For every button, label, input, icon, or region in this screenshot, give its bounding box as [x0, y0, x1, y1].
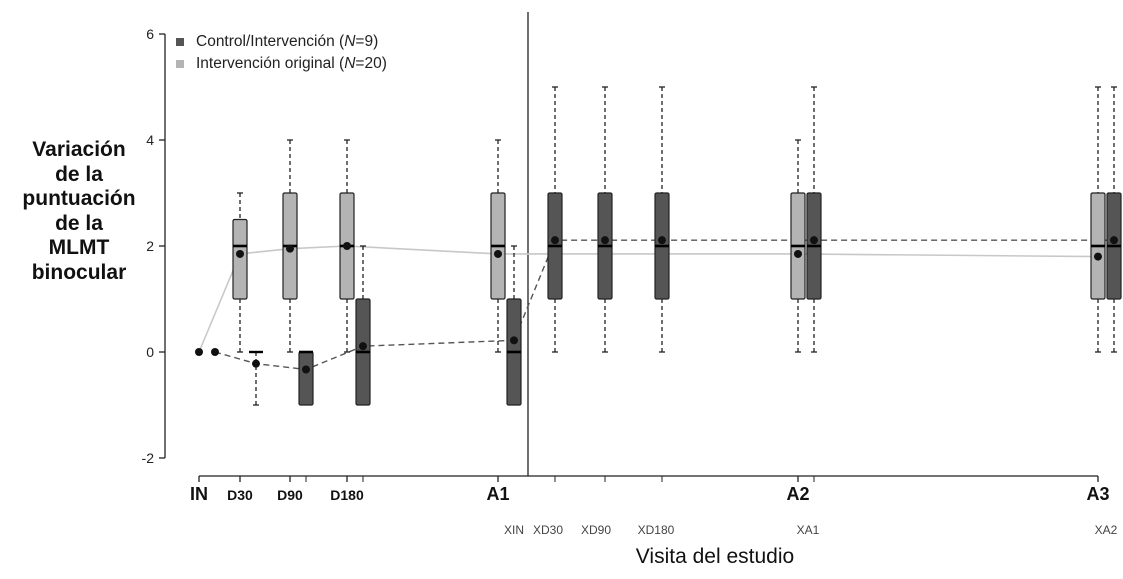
y-axis-label-line: binocular — [31, 260, 127, 284]
legend-swatch-control — [176, 38, 184, 46]
x-tick-label: A1 — [486, 484, 509, 504]
original-box — [232, 218, 248, 300]
control-mean-point — [211, 348, 219, 356]
x-tick-label: IN — [190, 484, 208, 504]
control-mean-point — [551, 236, 559, 245]
original-mean-point — [343, 242, 351, 250]
crossover-tick-label: XIN — [504, 523, 524, 537]
y-tick-label: 4 — [146, 132, 154, 148]
control-mean-point — [810, 236, 818, 245]
y-axis-label-line: Variación — [32, 138, 126, 161]
control-mean-point — [658, 236, 666, 245]
control-mean-point — [252, 359, 260, 368]
original-mean-point — [195, 348, 203, 356]
legend-item-original: Intervención original (N=20) — [176, 53, 387, 75]
x-tick-label: A2 — [786, 484, 809, 504]
control-mean-point — [302, 365, 310, 374]
crossover-tick-label: XA2 — [1095, 523, 1118, 537]
control-mean-point — [510, 336, 518, 345]
y-tick-label: 2 — [146, 238, 154, 254]
legend-item-control: Control/Intervención (N=9) — [176, 31, 387, 53]
original-mean-point — [286, 244, 294, 253]
y-axis-label-line: MLMT — [48, 236, 110, 259]
y-tick-label: 0 — [146, 344, 154, 360]
x-tick-label: A3 — [1086, 484, 1109, 504]
y-axis-label: Variación de la puntuación de la MLMT bi… — [0, 138, 158, 285]
crossover-tick-label: XD30 — [533, 523, 563, 537]
control-box — [298, 351, 314, 406]
original-mean-point — [1094, 252, 1102, 261]
y-axis-label-line: de la — [55, 162, 103, 186]
legend-swatch-original — [176, 60, 184, 68]
original-mean-point — [794, 249, 802, 258]
y-axis-label-line: de la — [55, 211, 103, 235]
crossover-tick-label: XD180 — [638, 523, 675, 537]
control-mean-point — [601, 236, 609, 245]
legend-label-control: Control/Intervención (N=9) — [196, 33, 379, 50]
mean-line-original — [198, 245, 1099, 353]
x-tick-label: D180 — [330, 487, 364, 503]
y-tick-label: -2 — [142, 450, 155, 466]
legend: Control/Intervención (N=9) Intervención … — [176, 31, 387, 75]
original-mean-point — [236, 249, 244, 258]
control-mean-point — [359, 342, 367, 351]
original-mean-point — [494, 249, 502, 258]
control-mean-point — [1110, 236, 1118, 245]
y-axis-label-line: puntuación — [22, 187, 136, 210]
legend-label-original: Intervención original (N=20) — [196, 55, 387, 72]
crossover-tick-label: XA1 — [797, 523, 820, 537]
x-axis-label: Visita del estudio — [635, 545, 795, 568]
x-tick-label: D30 — [227, 487, 253, 503]
y-tick-label: 6 — [146, 26, 154, 42]
x-tick-label: D90 — [277, 487, 303, 503]
crossover-tick-label: XD90 — [581, 523, 611, 537]
